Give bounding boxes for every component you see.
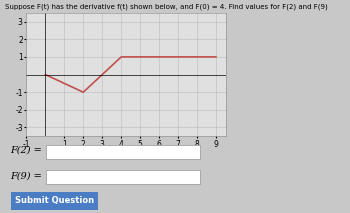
- Text: F(2) =: F(2) =: [10, 146, 42, 155]
- Text: Submit Question: Submit Question: [15, 196, 94, 205]
- Text: Suppose F(t) has the derivative f(t) shown below, and F(0) = 4. Find values for : Suppose F(t) has the derivative f(t) sho…: [5, 3, 328, 10]
- Text: F(9) =: F(9) =: [10, 171, 42, 180]
